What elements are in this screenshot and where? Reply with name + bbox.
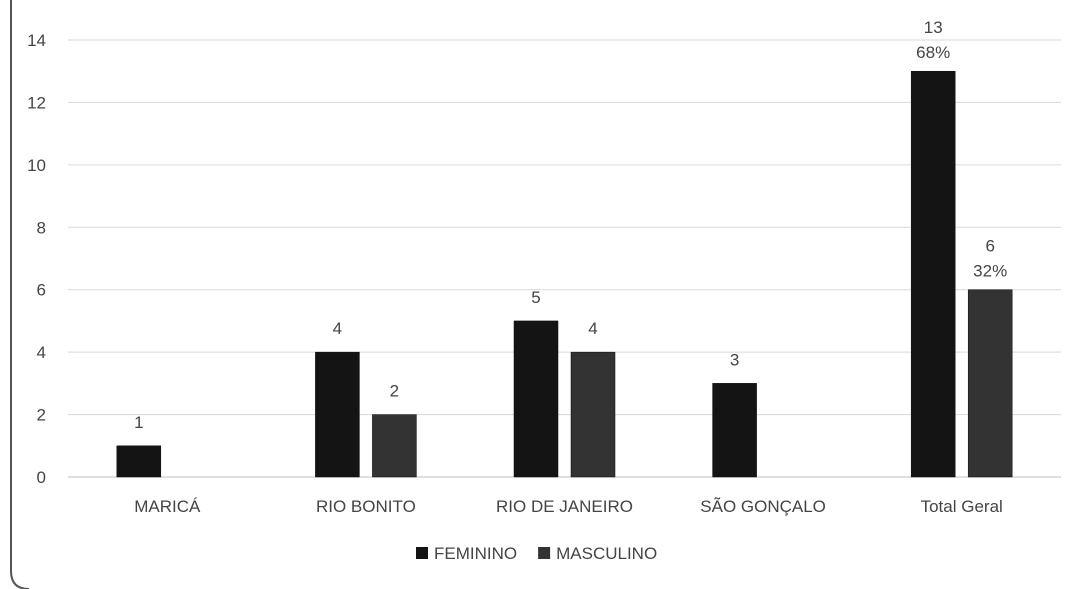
bar-feminino-4 bbox=[910, 70, 956, 478]
x-tick-label: RIO DE JANEIRO bbox=[496, 497, 633, 516]
legend-label-feminino: FEMININO bbox=[434, 544, 517, 563]
x-axis-ticks: MARICÁ RIO BONITO RIO DE JANEIRO SÃO GONÇAL… bbox=[134, 497, 1003, 516]
legend-label-masculino: MASCULINO bbox=[556, 544, 657, 563]
bar-masculino-1 bbox=[372, 414, 417, 478]
y-tick-label: 12 bbox=[27, 93, 46, 112]
x-tick-label: MARICÁ bbox=[134, 497, 201, 516]
x-tick-label: Total Geral bbox=[921, 497, 1003, 516]
data-label: 4 bbox=[588, 319, 597, 338]
data-label: 3 bbox=[730, 350, 739, 369]
bar-masculino-2 bbox=[570, 351, 616, 478]
bar-feminino-0 bbox=[116, 445, 162, 478]
data-label: 13 bbox=[924, 18, 943, 37]
chart-frame bbox=[10, 0, 30, 589]
bar-masculino-4 bbox=[967, 289, 1013, 478]
legend-swatch-masculino bbox=[538, 547, 551, 559]
bar-feminino-3 bbox=[712, 383, 757, 478]
gridlines bbox=[68, 39, 1061, 478]
bar-feminino-1 bbox=[315, 351, 360, 478]
data-label: 1 bbox=[134, 413, 143, 432]
y-tick-label: 10 bbox=[27, 156, 46, 175]
y-tick-label: 8 bbox=[37, 218, 46, 237]
y-tick-label: 6 bbox=[37, 281, 46, 300]
data-label: 5 bbox=[531, 288, 540, 307]
bars bbox=[116, 70, 1013, 478]
data-label: 6 bbox=[985, 237, 994, 256]
data-label: 2 bbox=[390, 382, 399, 401]
data-label-percent: 68% bbox=[916, 43, 950, 62]
y-tick-label: 2 bbox=[37, 406, 46, 425]
y-tick-label: 14 bbox=[27, 31, 46, 50]
y-tick-label: 4 bbox=[37, 343, 46, 362]
data-label: 4 bbox=[333, 319, 342, 338]
data-labels: 1 4 2 5 4 3 13 68% 6 32% bbox=[134, 18, 1007, 432]
bar-feminino-2 bbox=[513, 320, 559, 478]
y-tick-label: 0 bbox=[37, 468, 46, 487]
x-tick-label: SÃO GONÇALO bbox=[700, 497, 826, 516]
data-label-percent: 32% bbox=[973, 262, 1007, 281]
legend: FEMININO MASCULINO bbox=[416, 544, 657, 563]
y-axis-ticks: 0 2 4 6 8 10 12 14 bbox=[27, 31, 46, 487]
x-tick-label: RIO BONITO bbox=[316, 497, 416, 516]
legend-swatch-feminino bbox=[416, 547, 428, 559]
